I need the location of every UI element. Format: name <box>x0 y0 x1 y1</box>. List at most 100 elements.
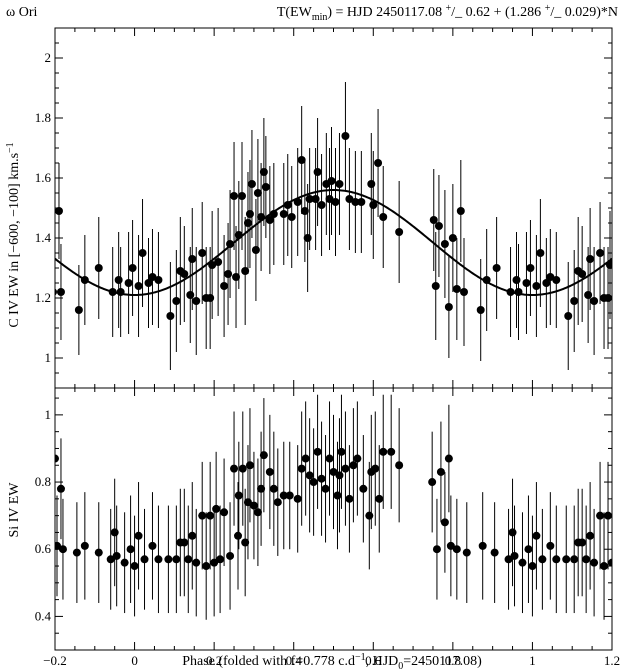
data-point <box>446 541 455 550</box>
civ-panel: 1 1.2 1.4 1.6 1.8 2 <box>35 27 613 389</box>
data-point <box>440 240 449 248</box>
data-point <box>379 447 388 456</box>
data-point <box>265 216 274 224</box>
data-point <box>608 558 612 567</box>
star-name: ω Ori <box>6 5 37 20</box>
data-point <box>214 258 223 266</box>
data-point <box>353 454 362 463</box>
data-point <box>220 282 229 290</box>
data-point <box>333 491 342 500</box>
data-point <box>188 255 197 263</box>
data-point <box>297 464 306 473</box>
data-point <box>564 312 573 320</box>
data-point <box>247 180 256 188</box>
data-point <box>508 528 517 537</box>
data-point <box>126 545 135 554</box>
data-point <box>586 255 595 263</box>
data-point <box>448 234 457 242</box>
data-point <box>80 541 89 550</box>
data-point <box>542 279 551 287</box>
data-point <box>114 276 123 284</box>
data-point <box>538 555 547 564</box>
data-point <box>570 297 579 305</box>
data-point <box>232 273 241 281</box>
data-point <box>351 198 360 206</box>
data-point <box>55 454 59 463</box>
data-point <box>180 270 189 278</box>
data-point <box>249 501 258 510</box>
data-point <box>55 207 63 215</box>
data-point <box>134 531 143 540</box>
data-point <box>395 461 404 470</box>
x-tick-label: 1 <box>529 653 536 668</box>
data-point <box>198 249 207 257</box>
data-point <box>230 464 239 473</box>
data-point <box>58 545 67 554</box>
data-point <box>251 246 260 254</box>
data-point <box>128 264 137 272</box>
data-point <box>359 484 368 493</box>
x-tick-label: 0.6 <box>365 653 382 668</box>
data-point <box>224 270 233 278</box>
data-point <box>522 279 531 287</box>
data-point <box>148 541 157 550</box>
data-point <box>528 562 537 571</box>
data-point <box>584 291 593 299</box>
data-point <box>444 303 453 311</box>
data-point <box>297 156 306 164</box>
data-point <box>226 240 235 248</box>
civ-y-axis-title: C IV EW in [−600, −100] km.s−1 <box>5 142 22 327</box>
data-point <box>546 273 555 281</box>
data-point <box>120 558 129 567</box>
data-point <box>562 555 571 564</box>
data-point <box>429 216 438 224</box>
data-point <box>230 192 239 200</box>
data-point <box>452 285 461 293</box>
data-point <box>532 282 541 290</box>
data-point <box>279 210 288 218</box>
data-point <box>532 531 541 540</box>
data-point <box>387 447 396 456</box>
data-point <box>335 471 344 480</box>
data-point <box>273 498 282 507</box>
data-point <box>172 555 181 564</box>
data-point <box>492 264 501 272</box>
data-point <box>234 531 243 540</box>
data-point <box>94 264 103 272</box>
data-point <box>210 558 219 567</box>
data-point <box>238 464 247 473</box>
y-tick-label: 1.2 <box>35 290 51 305</box>
y-tick-label: 0.6 <box>35 541 52 556</box>
data-point <box>341 464 350 473</box>
data-point <box>317 474 326 483</box>
data-point <box>349 461 358 470</box>
data-point <box>510 551 519 560</box>
y-tick-label: 1 <box>45 407 52 422</box>
data-point <box>335 180 344 188</box>
data-point <box>313 447 322 456</box>
data-point <box>188 531 197 540</box>
data-point <box>440 518 449 527</box>
data-point <box>428 478 437 487</box>
data-point <box>234 491 243 500</box>
data-point <box>241 267 250 275</box>
data-point <box>112 551 121 560</box>
data-point <box>395 228 404 236</box>
siiv-y-axis-title: Si IV EW <box>7 482 22 538</box>
data-point <box>241 538 250 547</box>
data-point <box>192 297 201 305</box>
data-point <box>604 511 612 520</box>
data-point <box>578 270 587 278</box>
data-point <box>313 168 322 176</box>
data-point <box>490 548 499 557</box>
data-point <box>130 562 139 571</box>
data-point <box>305 471 314 480</box>
siiv-panel: −0.2 0 0.2 0.4 0.6 0.8 1 1.2 0.4 0.6 0.8 1 <box>35 387 620 668</box>
x-tick-label: −0.2 <box>43 653 67 668</box>
data-point <box>144 279 153 287</box>
data-point <box>138 249 147 257</box>
y-tick-label: 0.4 <box>35 608 52 623</box>
data-point <box>357 198 366 206</box>
data-point <box>184 555 193 564</box>
data-point <box>329 467 338 476</box>
